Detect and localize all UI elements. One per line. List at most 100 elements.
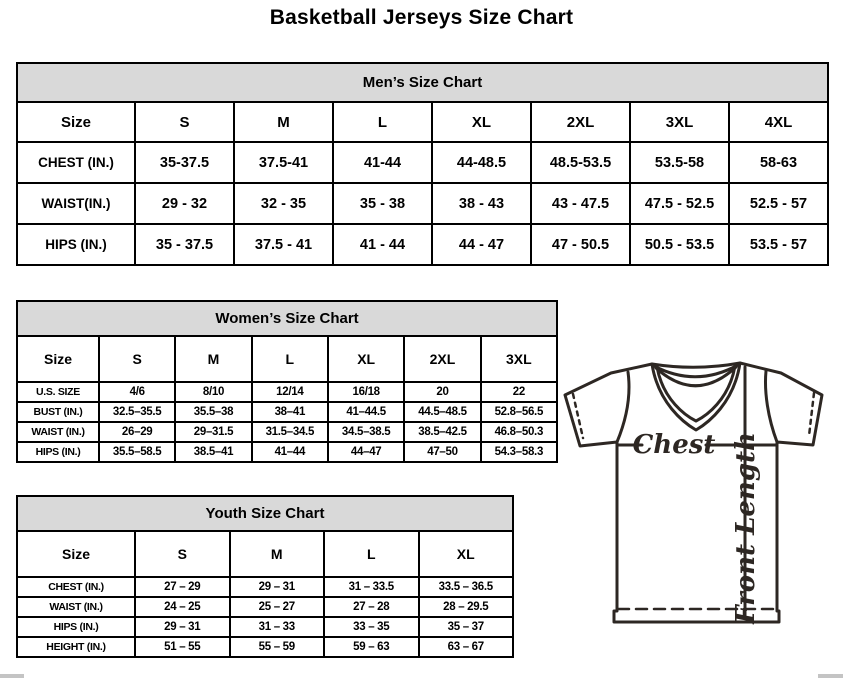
column-header: 3XL: [629, 101, 730, 143]
column-header: L: [332, 101, 433, 143]
vneck-inner: [655, 364, 737, 423]
size-cell: 35.5–38: [174, 401, 253, 423]
page-title: Basketball Jerseys Size Chart: [269, 6, 574, 29]
size-cell: 24 – 25: [134, 596, 231, 618]
size-cell: 35 - 38: [332, 182, 433, 225]
size-cell: 37.5-41: [233, 141, 334, 184]
size-cell: 55 – 59: [228, 636, 325, 658]
size-cell: 12/14: [250, 381, 329, 403]
size-header: Size: [16, 530, 136, 578]
size-cell: 35.5–58.5: [97, 441, 177, 463]
left-cuff-dashed-line: [571, 392, 585, 440]
size-cell: 52.5 - 57: [728, 182, 829, 225]
bottom-right-fragment: [818, 674, 843, 678]
column-header: XL: [326, 335, 406, 383]
size-cell: 35-37.5: [134, 141, 235, 184]
column-header: XL: [417, 530, 514, 578]
size-cell: 27 – 28: [323, 596, 420, 618]
column-header: 2XL: [403, 335, 482, 383]
size-cell: 32.5–35.5: [97, 401, 177, 423]
size-cell: 41–44: [250, 441, 329, 463]
table-banner: Youth Size Chart: [16, 495, 514, 532]
column-header: L: [323, 530, 420, 578]
size-cell: 32 - 35: [233, 182, 334, 225]
size-cell: 29 – 31: [134, 616, 231, 638]
bottom-left-fragment: [0, 674, 24, 678]
column-header: M: [233, 101, 334, 143]
column-header: S: [134, 530, 231, 578]
size-cell: 54.3–58.3: [479, 441, 559, 463]
size-cell: 29 – 31: [228, 576, 325, 598]
collar-arc-2: [654, 365, 738, 388]
size-cell: 41-44: [332, 141, 433, 184]
size-cell: 31 – 33: [228, 616, 325, 638]
column-header: L: [250, 335, 329, 383]
size-cell: 38–41: [250, 401, 329, 423]
size-cell: 35 - 37.5: [134, 223, 235, 266]
row-label: CHEST (IN.): [16, 141, 136, 184]
size-cell: 31 – 33.5: [323, 576, 420, 598]
size-cell: 47.5 - 52.5: [629, 182, 730, 225]
size-cell: 53.5 - 57: [728, 223, 829, 266]
row-label: CHEST (IN.): [16, 576, 136, 598]
column-header: M: [174, 335, 253, 383]
right-armhole-seam: [764, 369, 779, 444]
size-cell: 33.5 – 36.5: [417, 576, 514, 598]
size-cell: 20: [403, 381, 482, 403]
size-cell: 38.5–41: [174, 441, 253, 463]
size-cell: 48.5-53.5: [530, 141, 631, 184]
size-cell: 26–29: [97, 421, 177, 443]
row-label: WAIST (IN.): [16, 596, 136, 618]
size-cell: 28 – 29.5: [417, 596, 514, 618]
column-header: 4XL: [728, 101, 829, 143]
vneck-outer: [650, 361, 742, 432]
size-cell: 16/18: [326, 381, 406, 403]
size-cell: 8/10: [174, 381, 253, 403]
size-cell: 58-63: [728, 141, 829, 184]
row-label: BUST (IN.): [16, 401, 100, 423]
size-cell: 52.8–56.5: [479, 401, 559, 423]
size-header: Size: [16, 101, 136, 143]
size-cell: 44.5–48.5: [403, 401, 482, 423]
table-banner: Women’s Size Chart: [16, 300, 558, 337]
row-label: HIPS (IN.): [16, 616, 136, 638]
size-cell: 38.5–42.5: [403, 421, 482, 443]
size-cell: 63 – 67: [417, 636, 514, 658]
size-cell: 29–31.5: [174, 421, 253, 443]
column-header: M: [228, 530, 325, 578]
column-header: S: [134, 101, 235, 143]
right-cuff-dashed-line: [807, 391, 816, 438]
left-armhole-seam: [615, 370, 631, 444]
row-label: HIPS (IN.): [16, 441, 100, 463]
column-header: 3XL: [479, 335, 559, 383]
row-label: HIPS (IN.): [16, 223, 136, 266]
row-label: WAIST(IN.): [16, 182, 136, 225]
size-table-youth: Youth Size Chart Size S M L XL CHEST (IN.) 27 –…: [16, 495, 514, 658]
size-cell: 43 - 47.5: [530, 182, 631, 225]
size-table-women: Women’s Size Chart Size S M L XL 2XL 3XL U.S. SI…: [16, 300, 559, 463]
jersey-outline-path: [563, 361, 824, 624]
row-label: WAIST (IN.): [16, 421, 100, 443]
size-cell: 51 – 55: [134, 636, 231, 658]
column-header: XL: [431, 101, 532, 143]
size-cell: 44-48.5: [431, 141, 532, 184]
table-banner: Men’s Size Chart: [16, 62, 829, 103]
size-cell: 34.5–38.5: [326, 421, 406, 443]
size-cell: 38 - 43: [431, 182, 532, 225]
row-label: U.S. SIZE: [16, 381, 100, 403]
size-cell: 47 - 50.5: [530, 223, 631, 266]
size-cell: 4/6: [97, 381, 177, 403]
size-cell: 41 - 44: [332, 223, 433, 266]
size-header: Size: [16, 335, 100, 383]
row-label: HEIGHT (IN.): [16, 636, 136, 658]
size-cell: 31.5–34.5: [250, 421, 329, 443]
size-cell: 59 – 63: [323, 636, 420, 658]
size-cell: 29 - 32: [134, 182, 235, 225]
column-header: S: [97, 335, 177, 383]
size-cell: 47–50: [403, 441, 482, 463]
size-cell: 33 – 35: [323, 616, 420, 638]
jersey-diagram: Chest Front Length: [556, 358, 840, 634]
front-length-label: Front Length: [731, 432, 761, 625]
size-cell: 37.5 - 41: [233, 223, 334, 266]
size-cell: 25 – 27: [228, 596, 325, 618]
